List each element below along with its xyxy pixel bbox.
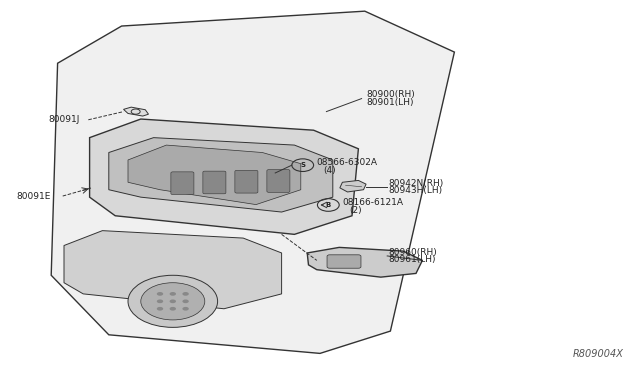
- Circle shape: [157, 299, 163, 303]
- Circle shape: [182, 307, 189, 311]
- Polygon shape: [51, 11, 454, 353]
- FancyBboxPatch shape: [327, 255, 361, 268]
- Circle shape: [157, 292, 163, 296]
- Text: 80091E: 80091E: [16, 192, 51, 201]
- Circle shape: [128, 275, 218, 327]
- Text: R809004X: R809004X: [573, 349, 624, 359]
- FancyBboxPatch shape: [203, 171, 226, 194]
- Circle shape: [182, 299, 189, 303]
- Polygon shape: [64, 231, 282, 309]
- Text: (2): (2): [349, 206, 362, 215]
- Circle shape: [157, 307, 163, 311]
- Text: S: S: [300, 162, 305, 168]
- FancyBboxPatch shape: [171, 172, 194, 195]
- Text: 08566-6302A: 08566-6302A: [317, 158, 378, 167]
- Text: 08166-6121A: 08166-6121A: [342, 198, 403, 207]
- Polygon shape: [90, 119, 358, 234]
- Circle shape: [141, 283, 205, 320]
- FancyBboxPatch shape: [235, 170, 258, 193]
- Polygon shape: [124, 107, 148, 116]
- Text: 80900(RH): 80900(RH): [366, 90, 415, 99]
- Circle shape: [182, 292, 189, 296]
- Circle shape: [170, 299, 176, 303]
- Polygon shape: [109, 138, 333, 212]
- Polygon shape: [340, 180, 366, 192]
- FancyBboxPatch shape: [267, 170, 290, 192]
- Circle shape: [170, 292, 176, 296]
- Text: 80091J: 80091J: [48, 115, 79, 124]
- Text: (4): (4): [323, 166, 336, 174]
- Circle shape: [170, 307, 176, 311]
- Text: 80960(RH): 80960(RH): [388, 248, 437, 257]
- Polygon shape: [128, 145, 301, 205]
- Text: 80943H(LH): 80943H(LH): [388, 186, 443, 195]
- Text: B: B: [326, 202, 331, 208]
- Polygon shape: [307, 247, 422, 277]
- Text: 80961(LH): 80961(LH): [388, 255, 436, 264]
- Text: 80901(LH): 80901(LH): [366, 98, 413, 107]
- Text: 80942N(RH): 80942N(RH): [388, 179, 444, 187]
